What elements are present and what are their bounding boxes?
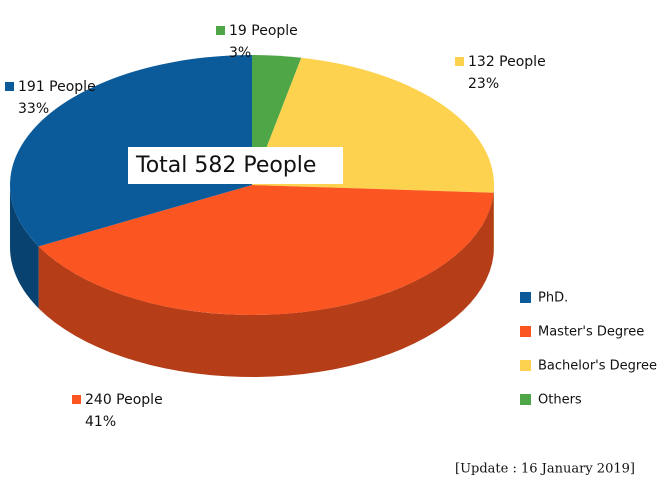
total-label: Total 582 People [135,153,316,178]
percent-label: 23% [468,76,499,92]
percent-label: 41% [85,414,116,430]
legend-swatch [520,394,531,405]
value-label: 132 People [468,54,546,70]
update-note: [Update : 16 January 2019] [455,462,635,477]
label-swatch [5,82,14,91]
legend-swatch [520,292,531,303]
legend-label: Others [538,393,582,408]
percent-label: 3% [229,45,251,61]
legend-label: PhD. [538,291,568,306]
total-box [128,147,343,184]
legend-swatch [520,360,531,371]
value-label: 19 People [229,23,298,39]
legend-label: Bachelor's Degree [538,359,657,374]
slice-side [10,185,39,309]
legend-swatch [520,326,531,337]
slice-side [38,192,494,377]
value-label: 240 People [85,392,163,408]
legend-label: Master's Degree [538,325,644,340]
label-swatch [216,26,225,35]
label-swatch [455,57,464,66]
percent-label: 33% [18,101,49,117]
slice [38,185,494,315]
label-swatch [72,395,81,404]
value-label: 191 People [18,79,96,95]
